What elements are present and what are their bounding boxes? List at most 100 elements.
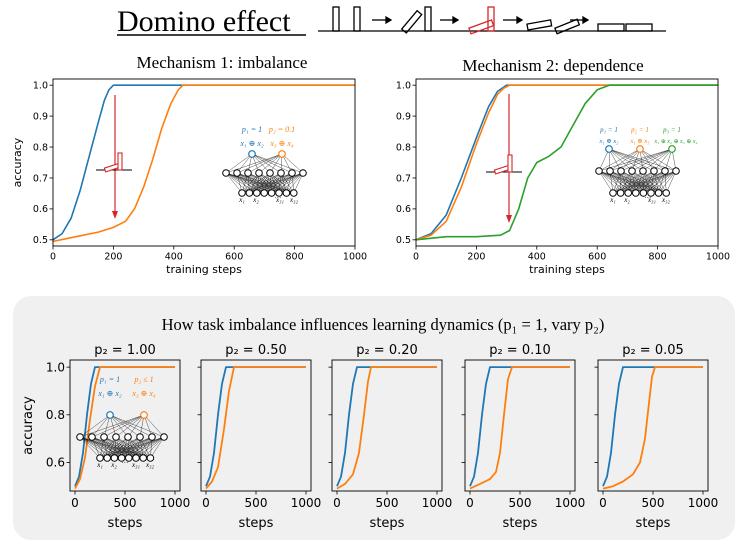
x-tick-label: 1000: [291, 496, 322, 510]
network-edge: [91, 436, 151, 459]
series-line-0: [469, 366, 570, 487]
mech2-inset-labels: p₁ = 1 p₂ = 1 p₃ = 1 x₁ ⊕ x₂ x₁ ⊕ x₃ x₁ …: [599, 126, 698, 145]
mech2-p3-label: p₃ = 1: [662, 126, 681, 134]
network-edge: [278, 172, 293, 194]
chart-p2-1-00: 0 500 1000 0.6 0.8 1.0 steps accuracy p₂ = 1.00: [21, 343, 190, 531]
network-edge: [247, 153, 283, 174]
network-edge: [598, 170, 621, 194]
arrow-4-head: [582, 15, 590, 25]
network-edge: [609, 170, 621, 194]
hidden-neuron: [160, 433, 168, 441]
network-edge: [642, 148, 673, 172]
network-edge: [608, 148, 655, 172]
hidden-neuron: [617, 167, 625, 175]
series-line-0: [52, 84, 355, 241]
chart-p2-0-10: 0 500 1000 steps p₂ = 0.10: [461, 343, 586, 531]
hidden-neuron: [661, 167, 669, 175]
hidden-neuron: [266, 169, 274, 177]
network-edge: [236, 172, 250, 194]
network-edge: [109, 414, 153, 438]
svg-text:x₃₁: x₃₁: [131, 461, 140, 469]
bottom-p1-label: p₁ = 1: [99, 375, 120, 384]
network-edge: [103, 436, 137, 459]
series-line-1: [74, 366, 175, 490]
network-edge: [225, 153, 253, 174]
network-edge: [608, 148, 644, 172]
network-edge: [609, 170, 644, 194]
network-edge: [666, 170, 677, 194]
network-edge: [598, 170, 652, 194]
x-tick-label: 0: [202, 496, 210, 510]
bottom-panel-title: How task imbalance influences learning d…: [162, 315, 605, 334]
network-edge: [598, 148, 641, 172]
y-tick-label: 0.8: [46, 408, 65, 422]
network-edge: [143, 414, 165, 438]
input-neuron: [103, 454, 111, 462]
y-tick-label: 0.7: [33, 173, 48, 184]
network-edge: [127, 414, 145, 438]
network-edge: [109, 414, 141, 438]
svg-text:x₂: x₂: [252, 196, 259, 204]
y-tick-label: 0.9: [33, 111, 48, 122]
network-edge: [269, 172, 294, 194]
network-edge: [258, 153, 283, 174]
input-neuron: [238, 189, 246, 197]
input-neuron: [132, 454, 140, 462]
hidden-neuron: [288, 169, 296, 177]
network-edge: [639, 148, 655, 172]
mech1-p1-label: p₁ = 1: [241, 125, 262, 134]
network-edge: [103, 436, 122, 459]
input-neuron: [96, 454, 104, 462]
mech1-task1-label: x₁ ⊕ x₂: [239, 139, 264, 148]
series-line-2: [415, 84, 718, 241]
svg-text:x₃₂: x₃₂: [289, 196, 299, 204]
mech2-title: Mechanism 2: dependence: [462, 56, 643, 75]
input-neuron: [267, 189, 276, 197]
series-line-1: [415, 84, 718, 241]
x-tick-label: 0: [71, 496, 79, 510]
input-neuron: [260, 189, 269, 197]
plot-frame: [415, 78, 719, 247]
mech2-task3-label: x₁ ⊕ x₂ ⊕ x₃ ⊕ x₄: [653, 139, 697, 145]
x-tick-label: 1000: [555, 496, 586, 510]
network-edge: [631, 170, 659, 194]
y-tick-label: 0.8: [33, 142, 48, 153]
series-line-0: [336, 366, 437, 487]
arrow-3-head: [516, 15, 524, 25]
x-tick-label: 0: [50, 252, 56, 263]
domino-tilt-2: [554, 18, 581, 35]
y-tick-label: 0.6: [396, 204, 411, 215]
svg-text:x₃₁: x₃₁: [647, 196, 656, 204]
network-edge: [225, 172, 250, 194]
x-tick-label: 500: [114, 496, 137, 510]
series-line-1: [469, 366, 570, 490]
input-neuron: [654, 189, 663, 197]
chart-title: p₂ = 1.00: [94, 343, 156, 358]
x-tick-label: 0: [413, 252, 419, 263]
svg-text:x₃₂: x₃₂: [145, 461, 155, 469]
network-edge: [91, 436, 122, 459]
input-neuron: [146, 454, 155, 462]
x-tick-label: 400: [165, 252, 183, 263]
network-edge: [236, 153, 283, 174]
network-edge: [635, 170, 644, 194]
network-edge: [258, 172, 287, 194]
network-edge: [251, 153, 293, 174]
svg-text:x₂: x₂: [623, 196, 630, 204]
x-tick-label: 1000: [422, 496, 453, 510]
x-tick-label: 800: [649, 252, 667, 263]
bottom-p2-label: p₂ ≤ 1: [133, 375, 153, 384]
domino-upright-2: [353, 6, 361, 32]
input-neuron: [139, 454, 147, 462]
network-edge: [225, 172, 243, 194]
network-edge: [79, 414, 145, 438]
network-edge: [598, 148, 610, 172]
network-edge: [236, 172, 265, 194]
series-line-1: [602, 366, 703, 490]
bottom-task1-label: x₁ ⊕ x₂: [97, 389, 122, 398]
network-edge: [115, 414, 145, 438]
hidden-neuron: [136, 433, 144, 441]
chart-mechanism-1: 0 200 400 600 800 1000 0.5 0.6 0.7 0.8 0.9 1.0 train…: [11, 78, 367, 276]
network-edge: [620, 170, 659, 194]
x-tick-label: 200: [467, 252, 485, 263]
